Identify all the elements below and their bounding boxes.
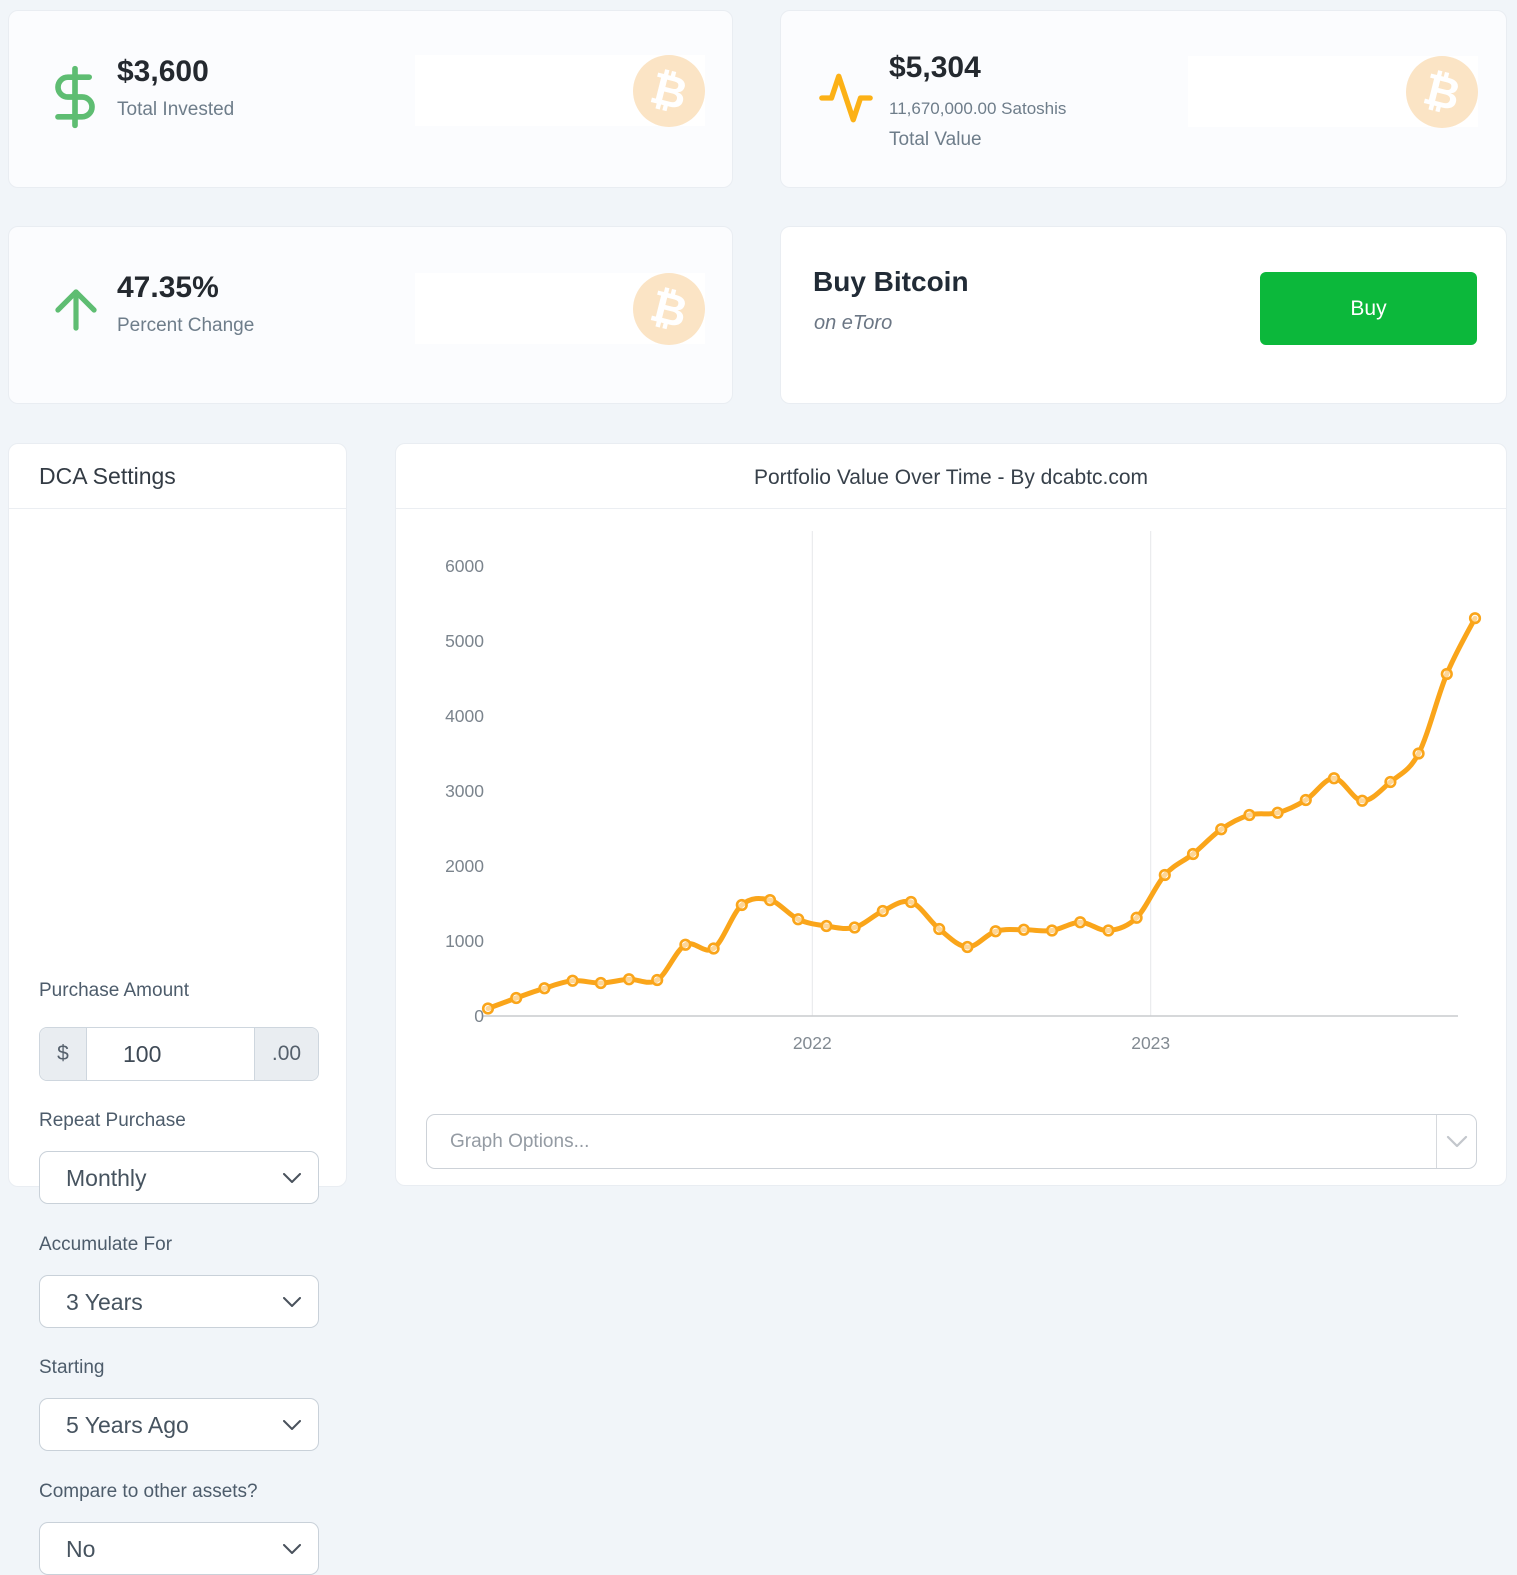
bitcoin-icon: ₿ xyxy=(633,55,705,127)
accumulate-for-select[interactable]: 3 Years xyxy=(39,1275,319,1328)
total-invested-value: $3,600 xyxy=(117,55,209,88)
currency-prefix: $ xyxy=(40,1028,87,1080)
dca-settings-panel: DCA Settings Purchase Amount $ .00 Repea… xyxy=(8,443,347,1575)
bitcoin-icon: ₿ xyxy=(1406,56,1478,128)
compare-assets-label: Compare to other assets? xyxy=(39,1481,258,1502)
total-value-label: Total Value xyxy=(889,129,982,150)
percent-change-card: 47.35% Percent Change ₿ xyxy=(8,226,733,404)
svg-text:2000: 2000 xyxy=(445,856,484,876)
graph-options-placeholder: Graph Options... xyxy=(450,1131,590,1152)
compare-assets-select[interactable]: No xyxy=(39,1522,319,1575)
buy-bitcoin-title: Buy Bitcoin xyxy=(813,266,969,297)
portfolio-chart-card: Portfolio Value Over Time - By dcabtc.co… xyxy=(395,443,1507,1186)
buy-bitcoin-subtitle: on eToro xyxy=(814,312,893,334)
chart-title: Portfolio Value Over Time - By dcabtc.co… xyxy=(753,466,1149,489)
accumulate-for-label: Accumulate For xyxy=(39,1234,173,1255)
repeat-purchase-select[interactable]: Monthly xyxy=(39,1151,319,1204)
purchase-amount-input[interactable] xyxy=(87,1028,254,1080)
graph-options-toggle[interactable]: Graph Options... xyxy=(426,1114,1477,1169)
portfolio-chart: 2022 2023 0 1000 2000 3000 4000 5000 6000 xyxy=(445,531,1482,1053)
purchase-amount-label: Purchase Amount xyxy=(39,980,189,1001)
svg-text:6000: 6000 xyxy=(445,556,484,576)
buy-bitcoin-card: Buy Bitcoin on eToro Buy xyxy=(780,226,1507,404)
svg-text:0: 0 xyxy=(474,1006,484,1026)
cents-suffix: .00 xyxy=(254,1028,318,1080)
svg-text:4000: 4000 xyxy=(445,706,484,726)
svg-text:5000: 5000 xyxy=(445,631,484,651)
dca-settings-header: DCA Settings xyxy=(9,444,346,509)
bitcoin-watermark: ₿ xyxy=(1188,56,1478,128)
graph-options-chevron-box[interactable] xyxy=(1436,1115,1476,1168)
dollar-icon xyxy=(55,65,95,129)
svg-text:2023: 2023 xyxy=(1131,1033,1170,1053)
buy-button[interactable]: Buy xyxy=(1260,272,1477,345)
starting-select[interactable]: 5 Years Ago xyxy=(39,1398,319,1451)
total-invested-card: $3,600 Total Invested ₿ xyxy=(8,10,733,188)
arrow-up-icon xyxy=(55,289,97,331)
starting-label: Starting xyxy=(39,1357,105,1378)
chart-header: Portfolio Value Over Time - By dcabtc.co… xyxy=(396,444,1506,509)
total-value-card: $5,304 11,670,000.00 Satoshis Total Valu… xyxy=(780,10,1507,188)
repeat-purchase-label: Repeat Purchase xyxy=(39,1110,186,1131)
bitcoin-watermark: ₿ xyxy=(415,55,705,127)
total-invested-label: Total Invested xyxy=(117,99,235,120)
bitcoin-icon: ₿ xyxy=(633,273,705,345)
svg-text:1000: 1000 xyxy=(445,931,484,951)
purchase-amount-group: $ .00 xyxy=(39,1027,319,1081)
dca-settings-title: DCA Settings xyxy=(39,463,176,489)
percent-change-value: 47.35% xyxy=(117,271,219,304)
chevron-down-icon xyxy=(1446,1135,1467,1148)
total-value-amount: $5,304 xyxy=(889,51,981,84)
percent-change-label: Percent Change xyxy=(117,315,255,336)
svg-text:3000: 3000 xyxy=(445,781,484,801)
bitcoin-watermark: ₿ xyxy=(415,273,705,345)
svg-text:2022: 2022 xyxy=(793,1033,832,1053)
activity-icon xyxy=(819,73,873,123)
total-value-satoshis: 11,670,000.00 Satoshis xyxy=(889,99,1067,118)
